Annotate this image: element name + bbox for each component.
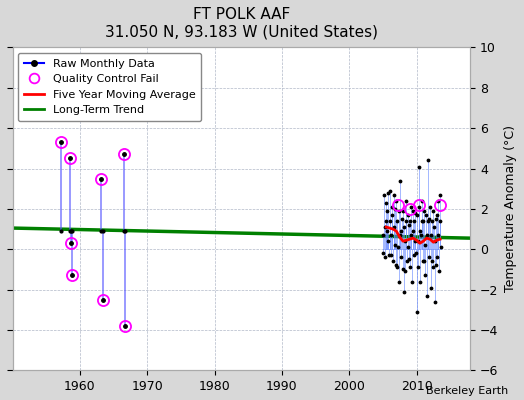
Y-axis label: Temperature Anomaly (°C): Temperature Anomaly (°C)	[504, 125, 517, 292]
Text: Berkeley Earth: Berkeley Earth	[426, 386, 508, 396]
Title: FT POLK AAF
31.050 N, 93.183 W (United States): FT POLK AAF 31.050 N, 93.183 W (United S…	[105, 7, 378, 39]
Legend: Raw Monthly Data, Quality Control Fail, Five Year Moving Average, Long-Term Tren: Raw Monthly Data, Quality Control Fail, …	[18, 53, 201, 121]
